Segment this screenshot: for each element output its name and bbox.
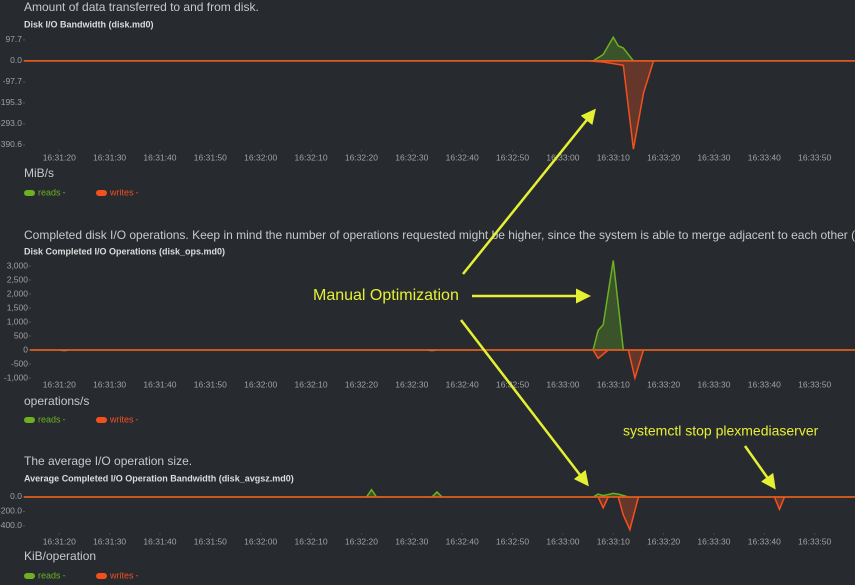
series-area xyxy=(24,488,855,498)
x-tick-label: 16:33:20 xyxy=(647,152,680,162)
x-tick-label: 16:33:30 xyxy=(697,536,730,546)
unit-label: MiB/s xyxy=(24,166,54,180)
legend-value: - xyxy=(63,570,66,580)
unit-label: KiB/operation xyxy=(24,549,96,563)
x-tick-label: 16:33:40 xyxy=(748,152,781,162)
y-tick-label: -500 xyxy=(11,358,28,368)
annotation: Manual Optimization xyxy=(313,287,459,304)
x-tick-label: 16:32:40 xyxy=(446,536,479,546)
x-tick-label: 16:33:20 xyxy=(647,536,680,546)
unit-label: operations/s xyxy=(24,394,89,408)
arrow xyxy=(462,108,596,275)
x-tick-label: 16:31:40 xyxy=(143,536,176,546)
x-tick-label: 16:32:50 xyxy=(496,152,529,162)
x-tick-label: 16:32:50 xyxy=(496,536,529,546)
x-tick-label: 16:32:20 xyxy=(345,536,378,546)
x-tick-label: 16:31:30 xyxy=(93,152,126,162)
y-tick-label: -195.3 xyxy=(0,97,22,107)
series-area xyxy=(30,349,855,381)
legend-value: - xyxy=(63,414,66,424)
x-tick-label: 16:31:50 xyxy=(194,152,227,162)
x-tick-label: 16:32:20 xyxy=(345,152,378,162)
y-tick-label: -1,000 xyxy=(4,372,28,382)
x-tick-label: 16:32:10 xyxy=(295,152,328,162)
legend-label: writes xyxy=(109,414,134,424)
x-tick-label: 16:33:00 xyxy=(546,536,579,546)
chart-description: Completed disk I/O operations. Keep in m… xyxy=(24,228,855,242)
y-tick-label: 97.7 xyxy=(5,34,22,44)
y-tick-label: 2,500 xyxy=(7,274,29,284)
series-area xyxy=(24,496,855,532)
legend-value: - xyxy=(136,570,139,580)
x-tick-label: 16:31:30 xyxy=(93,536,126,546)
y-tick-label: 1,000 xyxy=(7,316,29,326)
annotation-arrows xyxy=(460,108,776,490)
legend-label: reads xyxy=(38,187,61,197)
y-tick-label: 3,000 xyxy=(7,260,29,270)
legend-swatch xyxy=(24,573,35,579)
series-area xyxy=(24,60,855,150)
chart-title: Disk I/O Bandwidth (disk.md0) xyxy=(24,19,154,29)
y-tick-label: -200.0 xyxy=(0,506,22,516)
chart-description: The average I/O operation size. xyxy=(24,454,192,468)
y-tick-label: 1,500 xyxy=(7,302,29,312)
y-tick-label: 500 xyxy=(14,330,28,340)
legend-label: writes xyxy=(109,570,134,580)
legend-swatch xyxy=(24,417,35,423)
x-tick-label: 16:31:20 xyxy=(43,152,76,162)
x-tick-label: 16:33:50 xyxy=(798,536,831,546)
series-area xyxy=(24,35,855,62)
y-tick-label: -97.7 xyxy=(3,76,23,86)
x-tick-label: 16:33:10 xyxy=(597,152,630,162)
legend-label: writes xyxy=(109,187,134,197)
x-tick-label: 16:33:10 xyxy=(597,536,630,546)
legend-value: - xyxy=(136,187,139,197)
y-tick-label: -400.0 xyxy=(0,520,22,530)
x-tick-label: 16:32:00 xyxy=(244,152,277,162)
arrow xyxy=(743,445,776,490)
x-tick-label: 16:32:40 xyxy=(446,152,479,162)
x-tick-label: 16:32:10 xyxy=(295,536,328,546)
annotation: systemctl stop plexmediaserver xyxy=(623,423,819,439)
arrow xyxy=(460,319,589,487)
x-tick-label: 16:33:50 xyxy=(798,152,831,162)
chart-title: Average Completed I/O Operation Bandwidt… xyxy=(24,473,294,483)
legend-label: reads xyxy=(38,414,61,424)
chart-title: Disk Completed I/O Operations (disk_ops.… xyxy=(24,246,225,256)
y-tick-label: 0.0 xyxy=(10,491,22,501)
legend-swatch xyxy=(96,573,107,579)
legend-swatch xyxy=(96,417,107,423)
series-area xyxy=(30,260,855,352)
y-tick-label: 0.0 xyxy=(10,55,22,65)
legend-swatch xyxy=(24,190,35,196)
y-tick-label: 0 xyxy=(23,344,28,354)
x-tick-label: 16:31:50 xyxy=(194,536,227,546)
y-tick-label: -293.0 xyxy=(0,118,22,128)
y-tick-label: 2,000 xyxy=(7,288,29,298)
legend-value: - xyxy=(136,414,139,424)
legend-swatch xyxy=(96,190,107,196)
x-tick-label: 16:33:40 xyxy=(748,536,781,546)
x-tick-label: 16:31:40 xyxy=(143,152,176,162)
legend-label: reads xyxy=(38,570,61,580)
x-tick-label: 16:31:20 xyxy=(43,536,76,546)
legend-value: - xyxy=(63,187,66,197)
x-tick-label: 16:32:30 xyxy=(395,152,428,162)
x-tick-label: 16:32:30 xyxy=(395,536,428,546)
x-tick-label: 16:32:00 xyxy=(244,536,277,546)
chart-description: Amount of data transferred to and from d… xyxy=(24,0,259,14)
x-tick-label: 16:33:30 xyxy=(697,152,730,162)
y-tick-label: -390.6 xyxy=(0,139,22,149)
x-tick-label: 16:33:00 xyxy=(546,152,579,162)
